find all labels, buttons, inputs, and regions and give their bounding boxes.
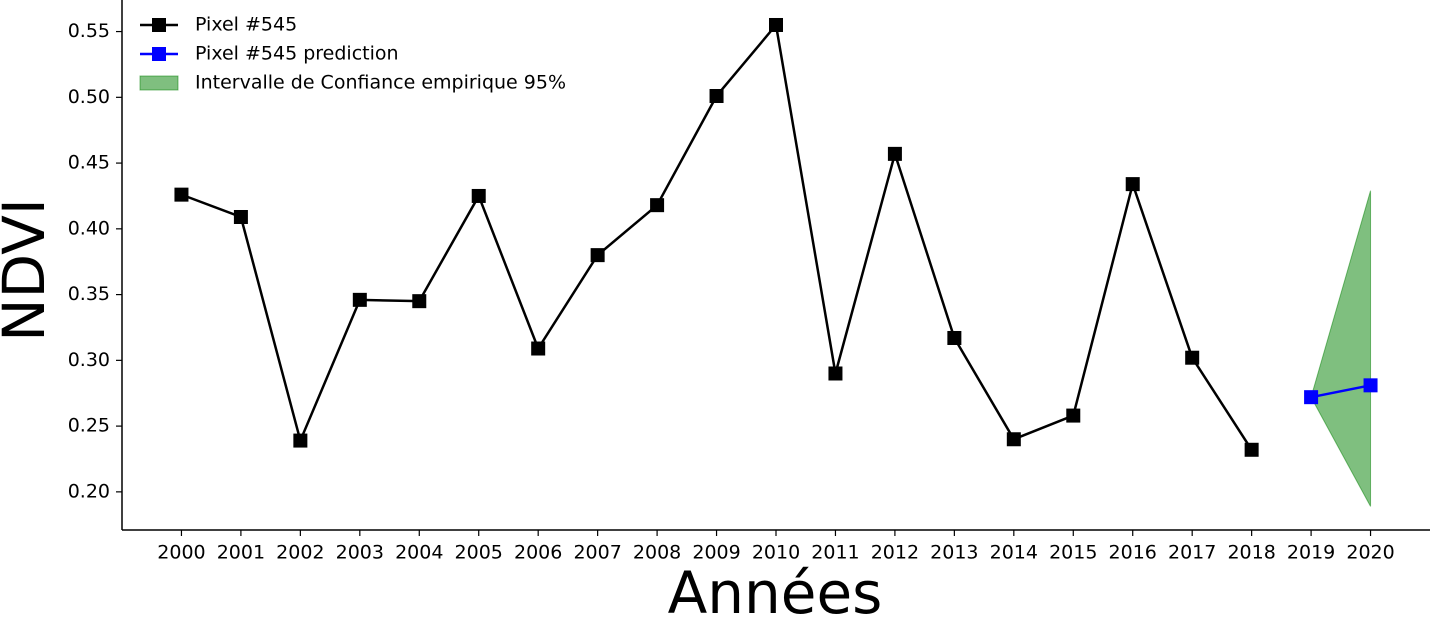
y-tick-label: 0.50 xyxy=(68,86,110,108)
data-point xyxy=(709,89,724,104)
data-point xyxy=(769,17,783,32)
legend-label: Intervalle de Confiance empirique 95% xyxy=(195,72,566,94)
x-tick-label: 2001 xyxy=(217,542,265,564)
data-point xyxy=(1125,177,1140,192)
data-point xyxy=(233,209,248,224)
data-point xyxy=(531,341,546,356)
data-point xyxy=(590,248,605,263)
y-axis-label: NDVI xyxy=(0,198,58,342)
x-tick-label: 2000 xyxy=(157,542,205,564)
data-point xyxy=(828,366,843,381)
x-tick-label: 2009 xyxy=(692,542,740,564)
y-tick-label: 0.45 xyxy=(68,152,110,174)
y-tick-label: 0.35 xyxy=(68,283,110,305)
legend-swatch xyxy=(139,75,179,91)
x-tick-label: 2007 xyxy=(573,542,621,564)
legend-marker xyxy=(152,18,166,32)
x-tick-label: 2011 xyxy=(811,542,859,564)
y-tick-label: 0.55 xyxy=(68,20,110,42)
x-tick-label: 2014 xyxy=(990,542,1038,564)
y-tick-label: 0.25 xyxy=(68,415,110,437)
x-axis-label: Années xyxy=(668,559,883,627)
x-tick-label: 2006 xyxy=(514,542,562,564)
legend-label: Pixel #545 prediction xyxy=(195,43,399,65)
x-tick-label: 2004 xyxy=(395,542,443,564)
x-tick-label: 2012 xyxy=(871,542,919,564)
data-point xyxy=(1363,378,1378,393)
x-tick-label: 2002 xyxy=(276,542,324,564)
data-point xyxy=(1185,350,1200,365)
data-point xyxy=(650,198,665,213)
x-tick-label: 2008 xyxy=(633,542,681,564)
data-point xyxy=(352,292,367,307)
y-tick-label: 0.20 xyxy=(68,480,110,502)
y-tick-label: 0.30 xyxy=(68,349,110,371)
data-point xyxy=(1006,432,1021,447)
x-tick-label: 2018 xyxy=(1227,542,1275,564)
data-point xyxy=(887,146,902,161)
data-point xyxy=(947,330,962,345)
x-tick-label: 2020 xyxy=(1346,542,1394,564)
data-point xyxy=(1244,442,1259,457)
data-point xyxy=(1066,408,1081,423)
legend-marker xyxy=(152,47,166,61)
x-tick-label: 2003 xyxy=(336,542,384,564)
series-line xyxy=(1310,384,1371,399)
x-tick-label: 2013 xyxy=(930,542,978,564)
x-tick-label: 2017 xyxy=(1168,542,1216,564)
data-point xyxy=(174,187,189,202)
data-point xyxy=(293,433,308,448)
data-point xyxy=(1304,390,1319,405)
x-tick-label: 2019 xyxy=(1287,542,1335,564)
legend-label: Pixel #545 xyxy=(195,14,297,36)
confidence-band xyxy=(1310,190,1372,507)
x-tick-label: 2015 xyxy=(1049,542,1097,564)
y-tick-label: 0.40 xyxy=(68,217,110,239)
data-point xyxy=(412,294,427,309)
x-tick-label: 2005 xyxy=(455,542,503,564)
x-tick-label: 2016 xyxy=(1109,542,1157,564)
data-point xyxy=(471,188,486,203)
x-tick-label: 2010 xyxy=(752,542,800,564)
